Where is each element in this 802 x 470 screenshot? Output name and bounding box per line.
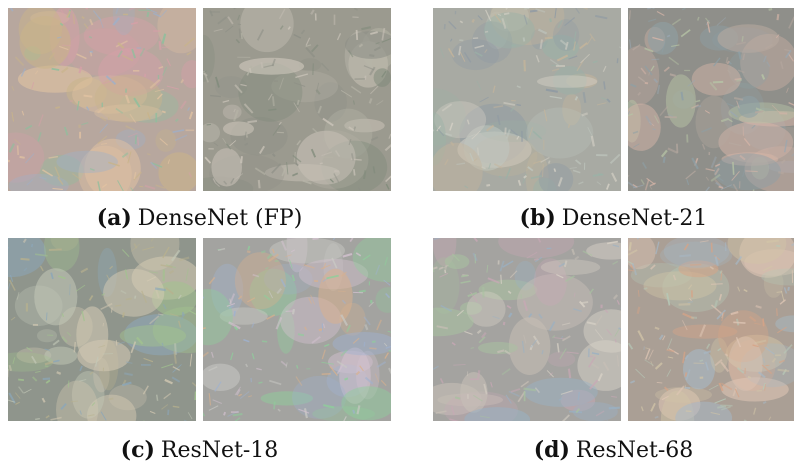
panel-c-image-2-art	[203, 238, 391, 421]
panel-d-caption-text: ResNet-68	[575, 438, 694, 463]
panel-c-image-2	[203, 238, 391, 421]
panel-b-caption-text: DenseNet-21	[561, 206, 708, 231]
panel-b-image-1-art	[433, 8, 621, 191]
panel-c-label: (c)	[120, 437, 155, 463]
panel-d-image-2	[628, 238, 794, 421]
panel-d-caption: (d) ResNet-68	[433, 437, 794, 464]
panel-b-image-1	[433, 8, 621, 191]
panel-b-image-2	[628, 8, 794, 191]
panel-c-caption: (c) ResNet-18	[8, 437, 391, 464]
panel-a-image-2	[203, 8, 391, 191]
panel-a-caption: (a) DenseNet (FP)	[8, 205, 391, 232]
panel-a-image-1-art	[8, 8, 196, 191]
panel-c-image-1-art	[8, 238, 196, 421]
panel-b-image-2-art	[628, 8, 794, 191]
panel-a-caption-text: DenseNet (FP)	[137, 206, 303, 231]
panel-d-image-1-art	[433, 238, 621, 421]
panel-a-label: (a)	[96, 205, 132, 231]
panel-d-label: (d)	[533, 437, 570, 463]
panel-d-image-1	[433, 238, 621, 421]
panel-c-image-1	[8, 238, 196, 421]
panel-b-caption: (b) DenseNet-21	[433, 205, 794, 232]
panel-c-caption-text: ResNet-18	[160, 438, 279, 463]
panel-a-image-1	[8, 8, 196, 191]
panel-b-label: (b)	[519, 205, 556, 231]
panel-d-image-2-art	[628, 238, 794, 421]
panel-a-image-2-art	[203, 8, 391, 191]
